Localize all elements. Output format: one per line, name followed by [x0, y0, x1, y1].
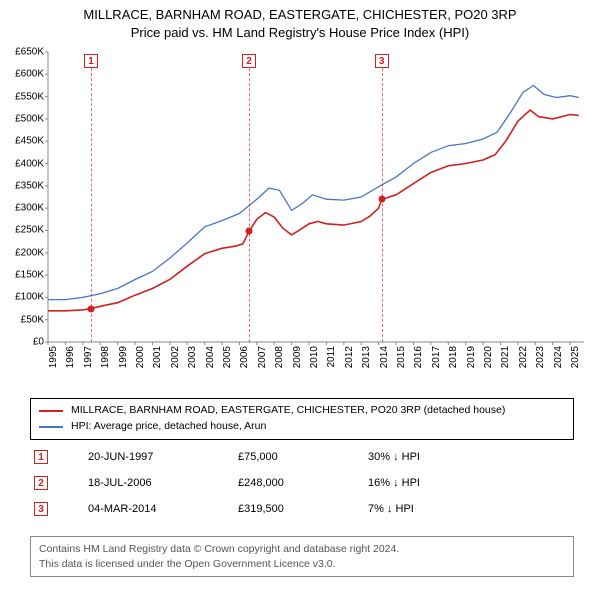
x-tick-label: 2002 — [170, 346, 181, 376]
marker-dot — [246, 228, 253, 235]
marker-row-box: 2 — [34, 476, 48, 490]
x-tick-label: 2004 — [205, 346, 216, 376]
x-tick-label: 2017 — [431, 346, 442, 376]
series-lines — [48, 52, 584, 342]
x-tick-label: 2009 — [292, 346, 303, 376]
y-tick-label: £50K — [2, 314, 44, 325]
markers-table: 1 20-JUN-1997£75,00030% ↓ HPI 2 18-JUL-2006… — [30, 444, 574, 522]
y-tick-label: £0 — [2, 337, 44, 348]
y-tick-label: £400K — [2, 158, 44, 169]
x-tick-label: 2020 — [483, 346, 494, 376]
marker-row-pct: 7% ↓ HPI — [368, 503, 574, 515]
marker-row: 1 20-JUN-1997£75,00030% ↓ HPI — [30, 444, 574, 470]
x-tick-label: 1995 — [48, 346, 59, 376]
x-tick-label: 2011 — [326, 346, 337, 376]
marker-row-box: 1 — [34, 450, 48, 464]
marker-dot — [378, 196, 385, 203]
legend-swatch-property — [39, 410, 63, 412]
marker-row-box: 3 — [34, 502, 48, 516]
x-tick-label: 2023 — [535, 346, 546, 376]
marker-row-price: £319,500 — [238, 503, 368, 515]
chart-area: 1 2 3 £0 £50K £100K £150K £200K £250K £300K £350K… — [0, 46, 600, 386]
x-tick-label: 1997 — [83, 346, 94, 376]
x-tick-label: 2006 — [239, 346, 250, 376]
y-tick-label: £600K — [2, 69, 44, 80]
x-tick-label: 2016 — [413, 346, 424, 376]
y-tick-label: £300K — [2, 203, 44, 214]
x-tick-label: 2025 — [570, 346, 581, 376]
marker-row: 2 18-JUL-2006£248,00016% ↓ HPI — [30, 470, 574, 496]
series-property — [48, 110, 579, 311]
marker-box: 1 — [84, 54, 98, 68]
marker-row-date: 18-JUL-2006 — [88, 477, 238, 489]
title-line-1: MILLRACE, BARNHAM ROAD, EASTERGATE, CHIC… — [0, 6, 600, 24]
legend: MILLRACE, BARNHAM ROAD, EASTERGATE, CHIC… — [30, 398, 574, 440]
x-tick-label: 2018 — [448, 346, 459, 376]
legend-swatch-hpi — [39, 426, 63, 428]
y-tick-label: £550K — [2, 91, 44, 102]
marker-box: 2 — [242, 54, 256, 68]
x-tick-label: 2010 — [309, 346, 320, 376]
marker-line — [91, 68, 92, 342]
x-tick-label: 2024 — [553, 346, 564, 376]
marker-line — [382, 68, 383, 342]
x-tick-label: 2013 — [361, 346, 372, 376]
x-tick-label: 2014 — [379, 346, 390, 376]
x-tick-label: 2019 — [466, 346, 477, 376]
x-tick-label: 2005 — [222, 346, 233, 376]
title-line-2: Price paid vs. HM Land Registry's House … — [0, 24, 600, 42]
legend-row-hpi: HPI: Average price, detached house, Arun — [39, 419, 565, 435]
x-tick-label: 2003 — [187, 346, 198, 376]
chart-title: MILLRACE, BARNHAM ROAD, EASTERGATE, CHIC… — [0, 0, 600, 41]
x-tick-label: 2000 — [135, 346, 146, 376]
y-tick-label: £350K — [2, 180, 44, 191]
x-tick-label: 2021 — [500, 346, 511, 376]
y-tick-label: £150K — [2, 270, 44, 281]
legend-label-hpi: HPI: Average price, detached house, Arun — [71, 419, 266, 435]
x-tick-label: 2008 — [274, 346, 285, 376]
series-hpi — [48, 86, 579, 300]
marker-row-pct: 16% ↓ HPI — [368, 477, 574, 489]
marker-row-date: 20-JUN-1997 — [88, 451, 238, 463]
y-tick-label: £650K — [2, 47, 44, 58]
footer-attribution: Contains HM Land Registry data © Crown c… — [30, 536, 574, 577]
y-tick-label: £250K — [2, 225, 44, 236]
x-tick-label: 2007 — [257, 346, 268, 376]
x-tick-label: 1996 — [65, 346, 76, 376]
marker-row-pct: 30% ↓ HPI — [368, 451, 574, 463]
marker-row-price: £75,000 — [238, 451, 368, 463]
marker-dot — [87, 305, 94, 312]
x-tick-label: 2012 — [344, 346, 355, 376]
y-tick-label: £500K — [2, 113, 44, 124]
x-tick-label: 2022 — [518, 346, 529, 376]
marker-row-date: 04-MAR-2014 — [88, 503, 238, 515]
marker-row-price: £248,000 — [238, 477, 368, 489]
x-tick-label: 2015 — [396, 346, 407, 376]
x-tick-label: 2001 — [152, 346, 163, 376]
marker-line — [249, 68, 250, 342]
x-tick-label: 1999 — [118, 346, 129, 376]
footer-line-1: Contains HM Land Registry data © Crown c… — [39, 542, 565, 557]
y-tick-label: £100K — [2, 292, 44, 303]
y-tick-label: £450K — [2, 136, 44, 147]
x-tick-label: 1998 — [100, 346, 111, 376]
plot-region: 1 2 3 — [48, 52, 584, 342]
legend-label-property: MILLRACE, BARNHAM ROAD, EASTERGATE, CHIC… — [71, 403, 505, 419]
marker-row: 3 04-MAR-2014£319,5007% ↓ HPI — [30, 496, 574, 522]
footer-line-2: This data is licensed under the Open Gov… — [39, 557, 565, 572]
legend-row-property: MILLRACE, BARNHAM ROAD, EASTERGATE, CHIC… — [39, 403, 565, 419]
marker-box: 3 — [375, 54, 389, 68]
y-tick-label: £200K — [2, 247, 44, 258]
